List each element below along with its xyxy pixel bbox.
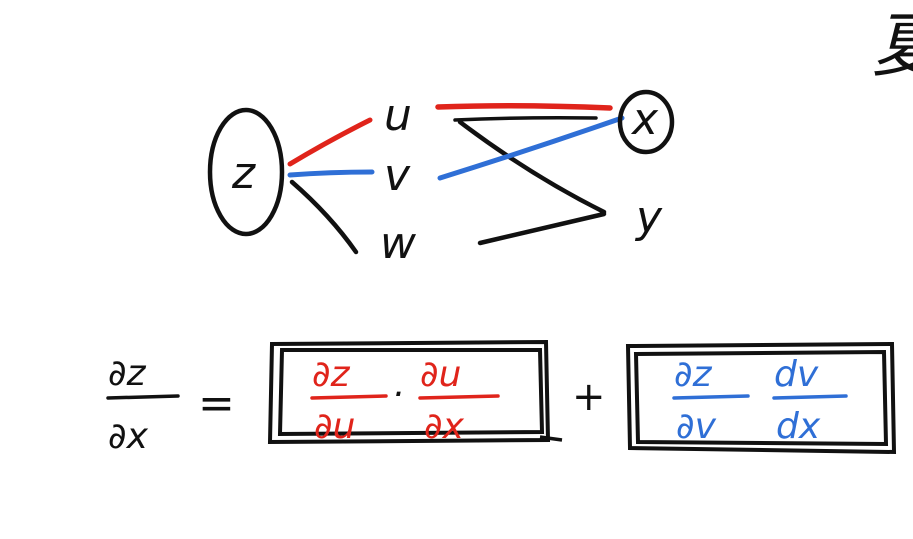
edge-z-w (289, 179, 359, 255)
term1-box (267, 339, 551, 445)
corner-glyph: 夏 (872, 5, 913, 87)
node-u: u (384, 90, 412, 141)
term1-f1-den: ∂u (314, 406, 355, 447)
term2-f1-bar (672, 394, 750, 400)
node-w: w (380, 218, 417, 269)
target-node-circle (617, 89, 675, 155)
node-v: v (384, 150, 411, 201)
term1-dot: · (392, 374, 403, 415)
term1-f2-num: ∂u (420, 354, 461, 395)
term2-f1-den: ∂v (676, 406, 717, 447)
edge-z-v (287, 169, 375, 178)
plus-sign: + (572, 374, 606, 420)
edge-z-u (287, 117, 373, 167)
node-y: y (634, 192, 663, 243)
term1-f2-den: ∂x (424, 406, 465, 447)
dependency-tree: z u v w x y (207, 89, 675, 269)
term2-f2-den: dx (776, 406, 821, 447)
edge-u-y (457, 119, 607, 215)
edge-w-y (477, 211, 607, 246)
edge-v-x (437, 115, 625, 181)
lhs-fraction-bar (106, 394, 180, 400)
term2-f1-num: ∂z (674, 354, 713, 395)
equals-sign: = (198, 378, 235, 429)
node-x: x (630, 94, 659, 145)
root-node-circle (207, 107, 285, 237)
term1-f2-bar (418, 394, 500, 400)
term1-f1-num: ∂z (312, 354, 351, 395)
term2-f2-num: dv (774, 354, 819, 395)
term1-box-tail (539, 435, 563, 442)
edge-u-x (435, 102, 613, 111)
chain-rule-equation: ∂z ∂x = ∂z ∂u · ∂u ∂x + ∂z ∂v dv dx (106, 339, 897, 457)
node-z: z (231, 148, 256, 199)
term2-box (625, 341, 897, 455)
term1-f1-bar (310, 394, 388, 400)
lhs-numerator: ∂z (108, 353, 147, 394)
term2-f2-bar (772, 394, 848, 400)
edge-top-accent (453, 116, 598, 122)
lhs-denominator: ∂x (108, 416, 149, 457)
